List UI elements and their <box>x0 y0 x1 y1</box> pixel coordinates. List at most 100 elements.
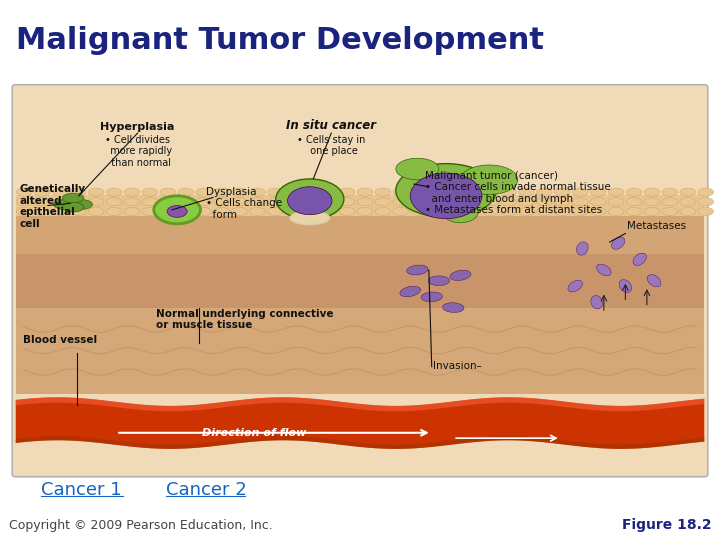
Ellipse shape <box>53 207 68 215</box>
Ellipse shape <box>53 188 68 196</box>
Ellipse shape <box>71 188 86 196</box>
Ellipse shape <box>464 207 480 215</box>
Ellipse shape <box>482 198 498 206</box>
Ellipse shape <box>285 188 301 196</box>
Polygon shape <box>16 217 704 254</box>
Ellipse shape <box>178 188 194 196</box>
Polygon shape <box>16 308 704 394</box>
Text: Normal underlying connective
or muscle tissue: Normal underlying connective or muscle t… <box>156 309 333 330</box>
Ellipse shape <box>644 207 660 215</box>
Ellipse shape <box>411 198 427 206</box>
Ellipse shape <box>303 198 319 206</box>
Ellipse shape <box>644 188 660 196</box>
Ellipse shape <box>160 198 176 206</box>
Ellipse shape <box>303 188 319 196</box>
Ellipse shape <box>357 188 373 196</box>
Ellipse shape <box>590 207 606 215</box>
Ellipse shape <box>303 207 319 215</box>
Ellipse shape <box>375 198 391 206</box>
Text: Malignant Tumor Development: Malignant Tumor Development <box>16 25 544 55</box>
Ellipse shape <box>518 198 534 206</box>
Ellipse shape <box>160 188 176 196</box>
Ellipse shape <box>500 207 516 215</box>
Ellipse shape <box>680 188 696 196</box>
Text: Cancer 1: Cancer 1 <box>41 481 122 500</box>
Ellipse shape <box>142 198 158 206</box>
Ellipse shape <box>214 198 230 206</box>
Ellipse shape <box>250 198 266 206</box>
Ellipse shape <box>577 242 588 255</box>
Ellipse shape <box>285 198 301 206</box>
Ellipse shape <box>591 295 603 309</box>
Ellipse shape <box>71 198 86 206</box>
Ellipse shape <box>536 188 552 196</box>
Ellipse shape <box>572 198 588 206</box>
Ellipse shape <box>500 188 516 196</box>
Ellipse shape <box>142 188 158 196</box>
Ellipse shape <box>375 188 391 196</box>
Ellipse shape <box>619 280 631 293</box>
FancyBboxPatch shape <box>12 85 708 477</box>
Ellipse shape <box>572 188 588 196</box>
Ellipse shape <box>35 198 50 206</box>
Ellipse shape <box>554 188 570 196</box>
Ellipse shape <box>396 158 439 180</box>
Ellipse shape <box>626 188 642 196</box>
Text: Genetically
altered
epithelial
cell: Genetically altered epithelial cell <box>19 184 86 229</box>
Ellipse shape <box>214 188 230 196</box>
Ellipse shape <box>590 188 606 196</box>
Text: • Cells stay in
  one place: • Cells stay in one place <box>297 134 366 156</box>
Ellipse shape <box>17 207 32 215</box>
Ellipse shape <box>428 276 450 286</box>
Ellipse shape <box>611 237 625 249</box>
Ellipse shape <box>443 201 478 222</box>
Ellipse shape <box>17 198 32 206</box>
Text: Copyright © 2009 Pearson Education, Inc.: Copyright © 2009 Pearson Education, Inc. <box>9 519 272 532</box>
Ellipse shape <box>160 207 176 215</box>
Ellipse shape <box>411 188 427 196</box>
Ellipse shape <box>276 179 344 219</box>
Ellipse shape <box>554 198 570 206</box>
Ellipse shape <box>154 196 200 224</box>
Ellipse shape <box>608 207 624 215</box>
Ellipse shape <box>698 188 714 196</box>
Ellipse shape <box>518 207 534 215</box>
Ellipse shape <box>54 200 76 210</box>
Ellipse shape <box>63 193 84 203</box>
Text: Invasion–: Invasion– <box>433 361 482 370</box>
Ellipse shape <box>106 207 122 215</box>
Ellipse shape <box>178 198 194 206</box>
Ellipse shape <box>644 198 660 206</box>
Ellipse shape <box>460 165 518 194</box>
Ellipse shape <box>71 207 86 215</box>
Ellipse shape <box>106 198 122 206</box>
Ellipse shape <box>662 207 678 215</box>
Ellipse shape <box>447 188 462 196</box>
Ellipse shape <box>232 188 248 196</box>
Ellipse shape <box>339 198 355 206</box>
Ellipse shape <box>267 188 283 196</box>
Ellipse shape <box>396 164 496 218</box>
Text: Direction of flow: Direction of flow <box>202 428 307 438</box>
Ellipse shape <box>698 198 714 206</box>
Ellipse shape <box>88 188 104 196</box>
Ellipse shape <box>647 275 661 287</box>
Ellipse shape <box>698 207 714 215</box>
Ellipse shape <box>662 188 678 196</box>
Ellipse shape <box>464 188 480 196</box>
Ellipse shape <box>626 198 642 206</box>
Text: Hyperplasia: Hyperplasia <box>101 122 175 132</box>
Ellipse shape <box>339 207 355 215</box>
Ellipse shape <box>500 198 516 206</box>
Ellipse shape <box>429 188 445 196</box>
Text: Malignant tumor (cancer)
• Cancer cells invade normal tissue
  and enter blood a: Malignant tumor (cancer) • Cancer cells … <box>425 171 611 215</box>
Ellipse shape <box>88 207 104 215</box>
Ellipse shape <box>339 188 355 196</box>
Ellipse shape <box>17 188 32 196</box>
Ellipse shape <box>400 286 420 297</box>
Ellipse shape <box>35 188 50 196</box>
Ellipse shape <box>447 198 462 206</box>
Ellipse shape <box>429 207 445 215</box>
Ellipse shape <box>536 207 552 215</box>
Ellipse shape <box>357 207 373 215</box>
